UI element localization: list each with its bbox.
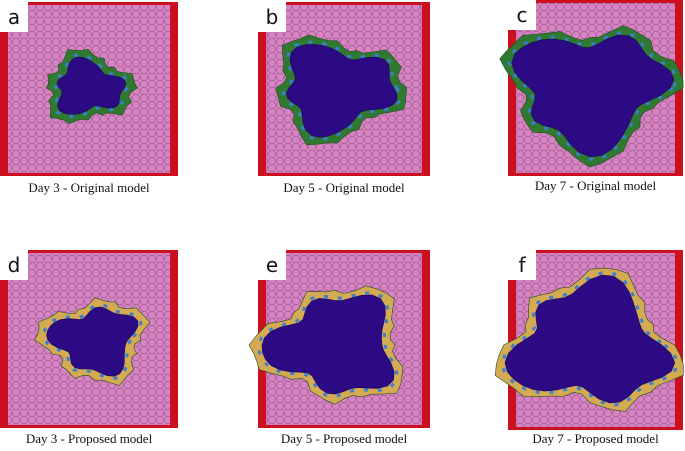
- panel-caption: Day 7 - Original model: [535, 178, 657, 193]
- panel-label: d: [8, 253, 21, 277]
- panel-caption: Day 3 - Original model: [28, 180, 150, 195]
- tumor-edge: [500, 271, 680, 407]
- label-box: [0, 250, 28, 280]
- panel: b Day 5 - Original model: [258, 2, 430, 195]
- tumor-edge: [507, 31, 679, 161]
- panel: e Day 5 - Proposed model: [248, 250, 430, 446]
- panel: c Day 7 - Original model: [499, 0, 684, 193]
- panel-caption: Day 5 - Original model: [283, 180, 405, 195]
- panel-caption: Day 7 - Proposed model: [532, 431, 659, 446]
- label-box: [508, 0, 536, 30]
- panel-label: a: [8, 5, 20, 29]
- tumor-core: [46, 306, 139, 377]
- tumor-edge: [52, 53, 131, 119]
- tumor-edge: [281, 40, 402, 142]
- label-box: [258, 250, 286, 280]
- tumor-core: [511, 34, 675, 158]
- panel-label: c: [517, 3, 528, 27]
- panel: f Day 7 - Proposed model: [494, 250, 684, 446]
- panel-label: f: [518, 253, 526, 277]
- tumor-core: [261, 294, 395, 395]
- panel: d Day 3 - Proposed model: [0, 250, 178, 446]
- label-box: [258, 2, 286, 32]
- panel-label: b: [266, 5, 279, 29]
- tumor-core: [56, 56, 127, 115]
- tumor-core: [504, 274, 676, 404]
- panel-caption: Day 3 - Proposed model: [26, 431, 153, 446]
- tumor-edge: [42, 303, 143, 380]
- panel: a Day 3 - Original model: [0, 2, 178, 195]
- tumor-core: [285, 44, 398, 138]
- panel-caption: Day 5 - Proposed model: [281, 431, 408, 446]
- panel-label: e: [266, 253, 278, 277]
- label-box: [0, 2, 28, 32]
- label-box: [508, 250, 536, 280]
